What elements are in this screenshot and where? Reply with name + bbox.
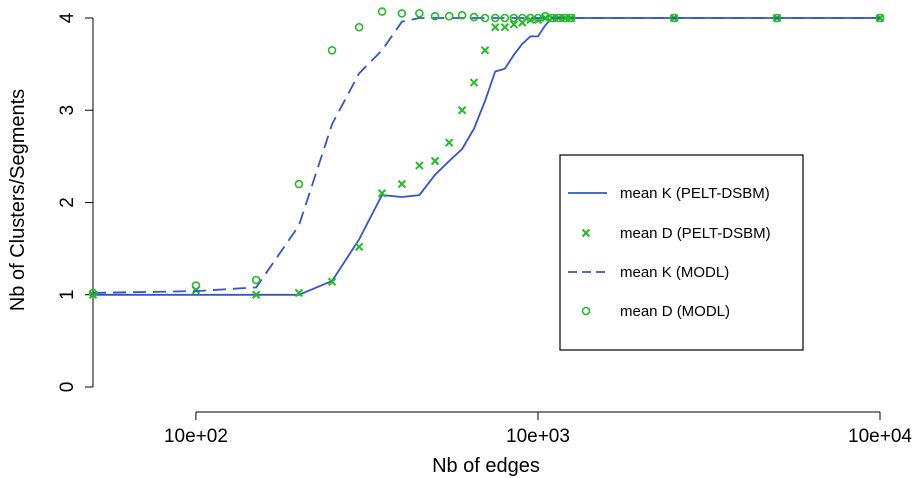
- legend-label: mean D (PELT-DSBM): [620, 225, 771, 242]
- data-point-cross: [500, 23, 510, 32]
- data-point-circle: [560, 13, 570, 23]
- data-point-circle: [500, 13, 510, 23]
- data-point-circle: [457, 10, 467, 20]
- legend-label: mean K (MODL): [620, 264, 729, 281]
- legend-label: mean D (MODL): [620, 303, 730, 320]
- x-tick-label: 10e+03: [506, 426, 570, 447]
- y-tick-label: 3: [57, 105, 78, 116]
- data-point-circle: [354, 22, 364, 32]
- data-point-circle: [294, 179, 304, 189]
- data-point-cross: [430, 156, 440, 166]
- data-point-circle: [251, 275, 261, 285]
- y-tick-label: 0: [57, 382, 78, 393]
- data-point-circle: [444, 11, 454, 21]
- axes: 10e+02 10e+03 10e+04 0 1 2 3 4: [57, 12, 912, 447]
- y-tick-label: 1: [57, 289, 78, 300]
- data-point-cross: [294, 288, 304, 298]
- data-point-circle: [397, 9, 407, 18]
- data-point-cross: [327, 277, 337, 287]
- data-point-cross: [491, 23, 500, 32]
- data-point-cross: [541, 13, 550, 23]
- data-point-cross: [469, 78, 479, 87]
- data-point-circle: [518, 13, 527, 23]
- data-point-cross: [251, 290, 261, 299]
- series-layer: [88, 7, 885, 299]
- data-point-circle: [327, 45, 337, 55]
- legend-cross-swatch: [581, 228, 591, 238]
- x-tick-label: 10e+04: [848, 426, 912, 447]
- x-tick-label: 10e+02: [164, 426, 228, 447]
- data-point-circle: [377, 7, 387, 16]
- legend: mean K (PELT-DSBM) mean D (PELT-DSBM) mean…: [559, 154, 804, 351]
- data-point-circle: [669, 13, 679, 23]
- data-point-circle: [490, 13, 500, 23]
- legend-item: mean D (PELT-DSBM): [581, 225, 771, 242]
- data-point-circle: [191, 281, 201, 290]
- data-point-cross: [457, 106, 467, 115]
- data-point-cross: [509, 20, 519, 29]
- data-point-circle: [430, 11, 440, 21]
- data-point-circle: [469, 12, 479, 22]
- y-tick-label: 4: [57, 12, 78, 23]
- data-point-circle: [480, 13, 490, 23]
- data-point-cross: [397, 179, 407, 189]
- data-point-circle: [566, 13, 576, 23]
- legend-item: mean K (MODL): [568, 264, 729, 281]
- data-point-cross: [415, 161, 424, 170]
- legend-circle-swatch: [581, 306, 591, 316]
- data-point-circle: [88, 288, 98, 298]
- data-point-circle: [772, 13, 782, 23]
- x-axis-label: Nb of edges: [432, 455, 540, 477]
- data-point-cross: [444, 138, 454, 147]
- data-point-circle: [875, 13, 885, 23]
- legend-item: mean D (MODL): [581, 303, 730, 320]
- legend-label: mean K (PELT-DSBM): [620, 185, 770, 202]
- y-tick-label: 2: [57, 197, 78, 208]
- data-point-circle: [415, 9, 424, 18]
- series-3: [88, 7, 885, 298]
- data-point-cross: [377, 189, 387, 198]
- legend-item: mean K (PELT-DSBM): [568, 185, 770, 202]
- data-point-cross: [480, 46, 490, 55]
- legend-box: [559, 154, 804, 351]
- y-axis-label: Nb of Clusters/Segments: [7, 89, 29, 311]
- data-point-circle: [509, 13, 519, 23]
- data-point-cross: [354, 242, 364, 251]
